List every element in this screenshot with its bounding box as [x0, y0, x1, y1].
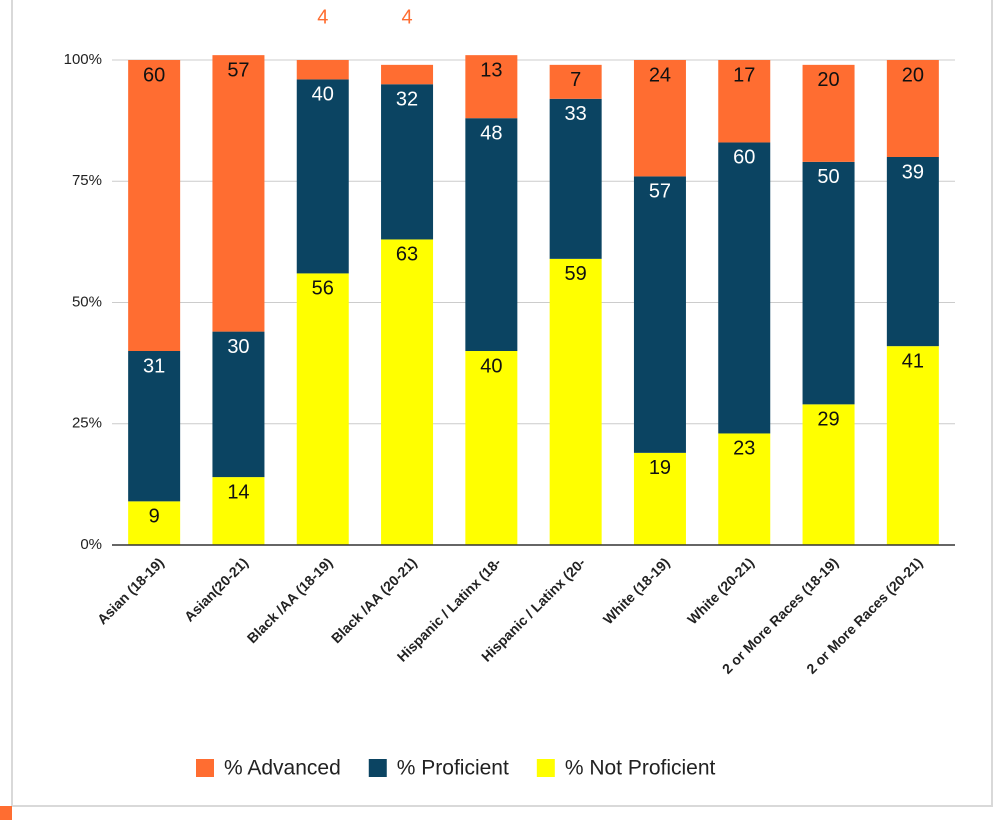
- legend-swatch: [536, 759, 555, 777]
- bar-segment: [128, 60, 181, 351]
- y-tick-label: 25%: [72, 415, 102, 432]
- bar-segment: [718, 142, 771, 434]
- data-label: 31: [143, 355, 165, 377]
- bar-segment: [465, 351, 518, 545]
- bar-segment: [718, 60, 771, 143]
- bar-segment: [296, 60, 349, 80]
- data-label: 57: [227, 59, 249, 81]
- bar-segment: [718, 433, 771, 545]
- bar-segment: [802, 161, 855, 405]
- bar-segment: [886, 346, 939, 545]
- data-label: 29: [817, 409, 839, 431]
- y-tick-label: 75%: [72, 172, 102, 189]
- data-label: 59: [565, 263, 587, 285]
- bar-segment: [465, 55, 518, 119]
- data-label: 56: [312, 278, 334, 300]
- bar-segment: [128, 351, 181, 502]
- data-label: 7: [570, 69, 581, 91]
- bar-segment: [381, 239, 434, 545]
- data-label: 23: [733, 438, 755, 460]
- data-label: 33: [565, 103, 587, 125]
- bar-segment: [549, 98, 602, 259]
- bar-segment: [296, 79, 349, 274]
- data-label: 40: [480, 355, 502, 377]
- bar-segment: [633, 176, 686, 453]
- bar-segment: [128, 501, 181, 545]
- legend-swatch: [196, 759, 214, 777]
- bar-segment: [802, 404, 855, 545]
- data-label: 57: [649, 181, 671, 203]
- bar-segment: [549, 64, 602, 99]
- data-label: 4: [317, 6, 328, 28]
- corner-accent: [0, 806, 12, 820]
- data-label: 17: [733, 64, 755, 86]
- legend-label: % Advanced: [224, 757, 341, 780]
- bar-segment: [549, 258, 602, 545]
- bar-segment: [381, 84, 434, 240]
- legend-swatch: [368, 759, 387, 777]
- y-tick-label: 0%: [80, 536, 102, 553]
- data-label: 60: [733, 147, 755, 169]
- bar-segment: [633, 60, 686, 177]
- data-label: 40: [312, 84, 334, 106]
- data-label: 14: [227, 481, 249, 503]
- data-label: 30: [227, 336, 249, 358]
- data-label: 13: [480, 59, 502, 81]
- legend-label: % Not Proficient: [565, 757, 716, 780]
- legend-label: % Proficient: [397, 757, 509, 780]
- data-label: 41: [902, 350, 924, 372]
- bar-segment: [381, 64, 434, 85]
- data-label: 20: [817, 69, 839, 91]
- bar-segment: [802, 64, 855, 162]
- bar-segment: [212, 55, 265, 332]
- data-label: 50: [817, 166, 839, 188]
- data-label: 4: [401, 6, 412, 28]
- data-label: 9: [149, 506, 160, 528]
- bar-segment: [886, 157, 939, 347]
- y-tick-label: 100%: [64, 51, 102, 68]
- data-label: 32: [396, 89, 418, 111]
- y-tick-label: 50%: [72, 293, 102, 310]
- data-label: 60: [143, 64, 165, 86]
- data-label: 19: [649, 457, 671, 479]
- data-label: 39: [902, 161, 924, 183]
- bar-segment: [465, 118, 518, 351]
- bar-segment: [212, 331, 265, 478]
- data-label: 63: [396, 244, 418, 266]
- bar-segment: [633, 452, 686, 545]
- bar-segment: [296, 273, 349, 545]
- data-label: 48: [480, 122, 502, 144]
- bar-segment: [886, 60, 939, 157]
- bar-segment: [212, 477, 265, 545]
- data-label: 24: [649, 64, 671, 86]
- data-label: 20: [902, 64, 924, 86]
